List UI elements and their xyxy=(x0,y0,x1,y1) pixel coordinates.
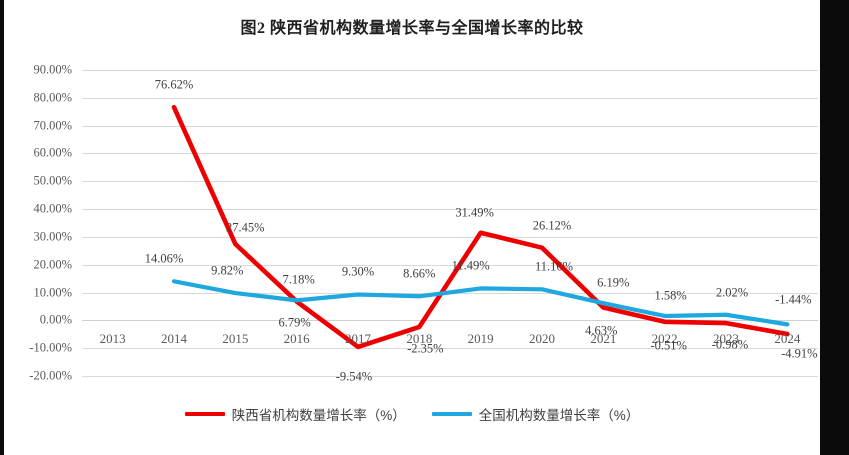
y-axis-labels: 90.00% 80.00% 70.00% 60.00% 50.00% 40.00% 30.0… xyxy=(4,63,78,383)
data-label-shaanxi-2024: -4.91% xyxy=(781,346,818,361)
y-axis-tick-label: 70.00% xyxy=(33,118,72,133)
gridline xyxy=(82,264,818,266)
gridline xyxy=(82,153,818,155)
data-label-shaanxi-2023: -0.98% xyxy=(711,337,749,352)
page-edge-right xyxy=(820,0,849,455)
y-axis-tick-label: 60.00% xyxy=(33,145,72,160)
chart-legend: 陕西省机构数量增长率（%） 全国机构数量增长率（%） xyxy=(4,404,820,424)
data-label-shaanxi-2017: -9.54% xyxy=(335,369,373,384)
line-shaanxi xyxy=(174,107,787,347)
y-axis-tick-label: 40.00% xyxy=(33,201,72,216)
y-axis-tick-label: 10.00% xyxy=(33,285,72,300)
data-label-shaanxi-2016: 6.79% xyxy=(278,315,311,330)
legend-label-national: 全国机构数量增长率（%） xyxy=(478,408,640,423)
data-label-national-2024: -1.44% xyxy=(775,292,812,307)
x-axis-tick-label: 2019 xyxy=(467,331,494,346)
x-axis-tick-label: 2013 xyxy=(99,331,126,346)
data-label-national-2020: 11.16% xyxy=(534,259,574,274)
x-axis-tick-label: 2014 xyxy=(161,331,187,346)
x-axis-tick-label: 2023 xyxy=(713,331,739,346)
page-edge-left xyxy=(0,0,4,455)
gridline xyxy=(82,320,818,322)
data-label-national-2022: 1.58% xyxy=(654,288,687,303)
x-axis-tick-label: 2024 xyxy=(774,331,801,346)
data-label-shaanxi-2021: 4.63% xyxy=(585,323,618,338)
x-axis-tick-label: 2015 xyxy=(222,331,249,346)
legend-item-shaanxi[interactable]: 陕西省机构数量增长率（%） xyxy=(184,404,406,424)
y-axis-tick-label: 90.00% xyxy=(33,62,72,77)
x-axis-tick-label: 2017 xyxy=(345,331,371,346)
data-label-national-2019: 11.49% xyxy=(451,258,490,273)
data-label-national-2016: 7.18% xyxy=(282,272,315,287)
data-label-shaanxi-2018: -2.35% xyxy=(407,341,444,356)
legend-item-national[interactable]: 全国机构数量增长率（%） xyxy=(431,404,640,424)
x-axis-tick-label: 2018 xyxy=(406,331,433,346)
x-axis-tick-label: 2022 xyxy=(651,331,678,346)
x-axis-tick-label: 2020 xyxy=(529,331,555,346)
y-axis-tick-label: 50.00% xyxy=(33,173,72,188)
data-label-national-2017: 9.30% xyxy=(341,264,375,279)
data-label-shaanxi-2015: 27.45% xyxy=(226,220,265,235)
chart-container: 图2 陕西省机构数量增长率与全国增长率的比较 90.00% 80.00% 70.00… xyxy=(4,0,820,455)
data-label-national-2023: 2.02% xyxy=(715,285,749,300)
legend-swatch-national xyxy=(431,412,472,416)
data-label-shaanxi-2014: 76.62% xyxy=(154,77,194,92)
legend-swatch-shaanxi xyxy=(184,412,225,416)
y-axis-tick-label: -10.00% xyxy=(29,340,72,355)
data-label-shaanxi-2020: 26.12% xyxy=(532,218,572,233)
gridline xyxy=(82,70,818,71)
gridline xyxy=(82,97,818,99)
data-label-shaanxi-2019: 31.49% xyxy=(455,205,494,220)
y-axis-tick-label: 20.00% xyxy=(33,257,72,272)
data-label-national-2021: 6.19% xyxy=(597,275,630,290)
y-axis-tick-label: 30.00% xyxy=(33,229,72,244)
data-label-national-2018: 8.66% xyxy=(403,266,436,281)
x-axis-tick-label: 2016 xyxy=(283,331,310,346)
y-axis-tick-label: 0.00% xyxy=(39,312,72,327)
data-label-national-2015: 9.82% xyxy=(211,263,244,278)
gridline xyxy=(82,376,818,377)
data-label-national-2014: 14.06% xyxy=(144,251,184,266)
y-axis-tick-label: -20.00% xyxy=(29,368,72,383)
gridline xyxy=(82,181,818,183)
gridline xyxy=(82,236,818,238)
chart-title: 图2 陕西省机构数量增长率与全国增长率的比较 xyxy=(240,20,584,37)
gridline xyxy=(82,125,818,127)
x-axis-labels: 2013 2014 2015 2016 2017 2018 2019 2020 2021 2022… xyxy=(82,331,818,351)
series-lines xyxy=(82,70,818,376)
gridline xyxy=(82,209,818,211)
legend-label-shaanxi: 陕西省机构数量增长率（%） xyxy=(231,408,406,423)
y-axis-tick-label: 80.00% xyxy=(33,90,72,105)
data-label-shaanxi-2022: -0.51% xyxy=(650,338,687,353)
gridline xyxy=(82,348,818,350)
x-axis-tick-label: 2021 xyxy=(590,331,617,346)
line-national xyxy=(174,281,787,324)
